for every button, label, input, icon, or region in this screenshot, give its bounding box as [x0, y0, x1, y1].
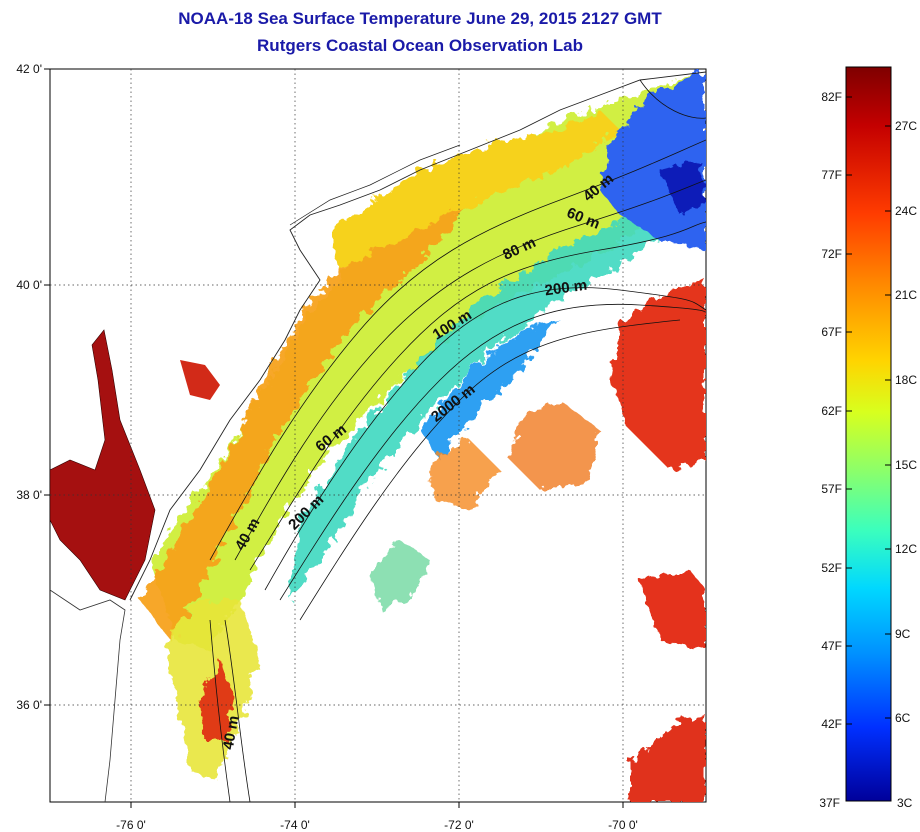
colorbar-f-label: 57F — [821, 482, 842, 496]
lon-tick-label: -74 0' — [280, 818, 310, 832]
colorbar-ticks — [846, 96, 891, 725]
colorbar-c-label: 9C — [895, 627, 911, 641]
lat-tick-label: 36 0' — [16, 698, 42, 712]
colorbar-f-label: 62F — [821, 404, 842, 418]
colorbar-f-label: 52F — [821, 561, 842, 575]
colorbar-c-label: 12C — [895, 542, 917, 556]
colorbar-f-label: 67F — [821, 325, 842, 339]
northern-shelf-water — [330, 110, 620, 270]
colorbar-c-label: 18C — [895, 373, 917, 387]
long-island-shore — [289, 144, 461, 226]
sst-swath — [140, 70, 706, 802]
map-subtitle: Rutgers Coastal Ocean Observation Lab — [257, 36, 583, 55]
colorbar-f-label: 77F — [821, 168, 842, 182]
map-grid — [50, 69, 706, 802]
map-title: NOAA-18 Sea Surface Temperature June 29,… — [178, 9, 662, 28]
contour-60m — [234, 179, 706, 561]
contour-80m — [249, 221, 706, 571]
colorbar-f-label: 42F — [821, 717, 842, 731]
colorbar-c-label: 6C — [895, 711, 911, 725]
lat-tick-label: 38 0' — [16, 488, 42, 502]
contour-200m — [279, 303, 706, 601]
colorbar-f-label: 82F — [821, 90, 842, 104]
colorbar-f-label: 72F — [821, 247, 842, 261]
colorbar-c-label: 24C — [895, 204, 917, 218]
contour-2000m — [299, 319, 681, 621]
colorbar-f-label: 37F — [819, 796, 840, 810]
warm-core-eddy — [510, 400, 600, 490]
contour-south-200m — [224, 619, 251, 802]
coastline-south — [50, 589, 126, 802]
axis-ticks — [44, 68, 624, 808]
nearshore-warm-water — [140, 200, 470, 640]
contour-100m — [264, 287, 706, 591]
colorbar-c-label: 3C — [897, 796, 913, 810]
colorbar-c-label: 15C — [895, 458, 917, 472]
contour-gulf-maine — [639, 79, 706, 119]
gulf-stream-patch-bottom — [630, 715, 706, 802]
eddy-fragment — [430, 440, 500, 510]
colorbar-c-label: 27C — [895, 119, 917, 133]
map-content: 40 m 60 m 80 m 200 m 100 m 2000 m 60 m 2… — [50, 69, 706, 802]
lon-tick-label: -72 0' — [444, 818, 474, 832]
lon-tick-label: -70 0' — [608, 818, 638, 832]
coastline-north — [129, 71, 706, 601]
colorbar-f-label: 47F — [821, 639, 842, 653]
contour-south-40m — [209, 619, 231, 802]
contour-label-40m-south: 40 m — [220, 714, 243, 751]
gulf-stream-patch-south — [640, 570, 706, 650]
shelf-water — [150, 75, 706, 650]
chesapeake-bay — [50, 329, 156, 601]
lat-tick-label: 40 0' — [16, 278, 42, 292]
temperature-colorbar — [845, 66, 892, 802]
contour-40m — [209, 139, 706, 561]
slope-water — [420, 320, 560, 460]
gulf-stream-warm-water — [610, 280, 706, 470]
colorbar-c-label: 21C — [895, 288, 917, 302]
lon-tick-label: -76 0' — [116, 818, 146, 832]
cloud-gap-water — [370, 540, 430, 610]
contour-label-200m-north: 200 m — [544, 277, 588, 300]
delaware-bay — [180, 360, 220, 400]
bathymetry-contours — [209, 79, 706, 802]
coldest-water-patch — [660, 160, 706, 215]
lat-tick-label: 42 0' — [16, 62, 42, 76]
